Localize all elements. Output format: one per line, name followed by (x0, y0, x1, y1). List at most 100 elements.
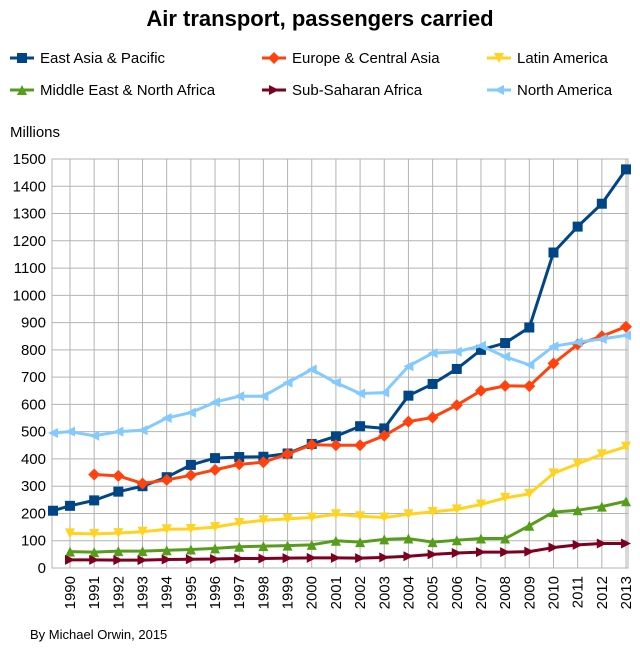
legend-marker-latin-america (494, 53, 504, 63)
data-point-sub-saharan-africa-2002 (355, 553, 366, 564)
data-point-east-asia-and-pacific-1992 (113, 486, 124, 497)
x-tick-label-2009: 2009 (521, 576, 538, 609)
data-point-latin-america-1994 (161, 524, 172, 535)
data-point-latin-america-1991 (89, 528, 100, 539)
legend-item-latin-america: Latin America (487, 50, 609, 67)
data-point-middle-east-and-north-africa-1994 (161, 545, 172, 556)
plot-area-border (51, 158, 629, 569)
legend-marker-europe-and-central-asia (268, 52, 280, 64)
legend-item-north-america: North America (487, 82, 613, 99)
data-point-north-america-2011 (572, 337, 583, 348)
data-point-east-asia-and-pacific-2013 (621, 164, 631, 175)
data-point-north-america-1991 (89, 430, 100, 441)
data-point-middle-east-and-north-africa-2012 (596, 501, 607, 512)
data-point-east-asia-and-pacific-2005 (427, 378, 438, 389)
x-tick-label-2010: 2010 (545, 576, 562, 609)
data-point-sub-saharan-africa-2003 (379, 552, 390, 563)
data-point-east-asia-and-pacific-2012 (596, 198, 607, 209)
data-point-sub-saharan-africa-2006 (451, 548, 462, 559)
data-point-middle-east-and-north-africa-1990 (65, 546, 75, 557)
series-line-middle-east-and-north-africa (69, 499, 627, 554)
data-point-north-america-1995 (185, 407, 196, 418)
data-point-europe-and-central-asia-1998 (257, 456, 270, 469)
data-point-latin-america-2012 (596, 449, 607, 460)
y-axis-ticks: 0 100 200 300 400 500 600 700 800 900 1000 1100 1200… (13, 151, 46, 577)
data-point-sub-saharan-africa-1991 (89, 554, 100, 565)
data-point-middle-east-and-north-africa-2009 (524, 520, 535, 531)
data-point-north-america-2008 (500, 351, 511, 362)
data-point-europe-and-central-asia-2001 (329, 439, 342, 452)
x-tick-label-2004: 2004 (400, 576, 417, 609)
legend-label-east-asia-and-pacific: East Asia & Pacific (40, 50, 166, 67)
y-tick-label-1200: 1200 (13, 233, 46, 250)
data-point-north-america-2005 (427, 348, 438, 359)
data-point-europe-and-central-asia-1992 (112, 469, 125, 482)
data-point-east-asia-and-pacific-2001 (330, 431, 341, 442)
data-point-middle-east-and-north-africa-1996 (210, 543, 221, 554)
data-point-north-america-2012 (596, 333, 607, 344)
data-point-sub-saharan-africa-1994 (161, 554, 172, 565)
y-tick-label-1300: 1300 (13, 206, 46, 223)
data-point-middle-east-and-north-africa-1999 (282, 540, 293, 551)
data-point-latin-america-2008 (500, 492, 511, 503)
data-point-middle-east-and-north-africa-1993 (137, 546, 148, 557)
legend-item-sub-saharan-africa: Sub-Saharan Africa (262, 82, 423, 99)
data-point-sub-saharan-africa-1995 (185, 554, 196, 565)
x-tick-label-2001: 2001 (328, 576, 345, 609)
data-point-latin-america-2001 (330, 509, 341, 520)
data-point-middle-east-and-north-africa-2008 (500, 533, 511, 544)
data-point-north-america-2006 (451, 346, 462, 357)
x-tick-label-1991: 1991 (86, 576, 103, 609)
x-tick-label-2007: 2007 (473, 576, 490, 609)
x-tick-label-1993: 1993 (135, 576, 152, 609)
x-tick-label-2011: 2011 (570, 576, 587, 608)
data-point-middle-east-and-north-africa-2004 (403, 533, 414, 544)
series-north-america (48, 330, 631, 441)
data-point-north-america-1990 (65, 426, 75, 437)
data-point-north-america-1999 (282, 377, 293, 388)
data-point-europe-and-central-asia-1993 (136, 477, 149, 490)
data-point-middle-east-and-north-africa-2013 (621, 496, 631, 507)
data-point-sub-saharan-africa-2005 (427, 549, 438, 560)
data-point-europe-and-central-asia-2009 (523, 380, 536, 393)
y-tick-label-1100: 1100 (14, 260, 46, 277)
legend-label-europe-and-central-asia: Europe & Central Asia (292, 50, 440, 67)
data-point-europe-and-central-asia-2013 (620, 320, 632, 333)
chart-credit: By Michael Orwin, 2015 (30, 627, 167, 642)
legend-item-east-asia-and-pacific: East Asia & Pacific (10, 50, 166, 67)
data-point-north-america-2007 (475, 340, 486, 351)
data-point-north-america-2013 (621, 330, 631, 341)
data-point-europe-and-central-asia-2010 (547, 357, 560, 370)
data-point-middle-east-and-north-africa-2000 (306, 539, 317, 550)
x-tick-label-2012: 2012 (594, 576, 611, 609)
data-point-europe-and-central-asia-1999 (281, 448, 294, 461)
data-point-sub-saharan-africa-1999 (282, 553, 293, 564)
y-tick-label-300: 300 (21, 478, 46, 495)
data-point-europe-and-central-asia-2004 (402, 415, 415, 428)
data-point-middle-east-and-north-africa-1997 (234, 541, 245, 552)
data-point-sub-saharan-africa-1998 (258, 553, 269, 564)
data-point-east-asia-and-pacific-1997 (234, 452, 245, 463)
data-point-east-asia-and-pacific-2009 (524, 322, 535, 333)
data-point-sub-saharan-africa-2012 (596, 538, 607, 549)
data-point-latin-america-2009 (524, 488, 535, 499)
series-europe-and-central-asia (88, 320, 632, 490)
data-point-north-america-2004 (403, 361, 414, 372)
y-tick-label-100: 100 (21, 533, 46, 550)
data-point-middle-east-and-north-africa-2002 (355, 537, 366, 548)
data-point-sub-saharan-africa-2010 (548, 542, 559, 553)
data-point-east-asia-and-pacific-2007 (475, 344, 486, 355)
data-point-north-america-2002 (355, 388, 366, 399)
data-point-east-asia-and-pacific-1995 (185, 459, 196, 470)
data-point-east-asia-and-pacific-1991 (89, 495, 100, 506)
data-point-latin-america-1995 (185, 524, 196, 535)
legend-marker-east-asia-and-pacific (17, 53, 27, 63)
legend-label-sub-saharan-africa: Sub-Saharan Africa (292, 82, 423, 99)
y-tick-label-1500: 1500 (13, 151, 46, 168)
legend-label-latin-america: Latin America (517, 50, 609, 67)
x-tick-label-2008: 2008 (497, 576, 514, 609)
data-point-middle-east-and-north-africa-1991 (89, 547, 100, 558)
data-point-middle-east-and-north-africa-2006 (451, 535, 462, 546)
data-point-north-america-2009 (524, 359, 535, 370)
